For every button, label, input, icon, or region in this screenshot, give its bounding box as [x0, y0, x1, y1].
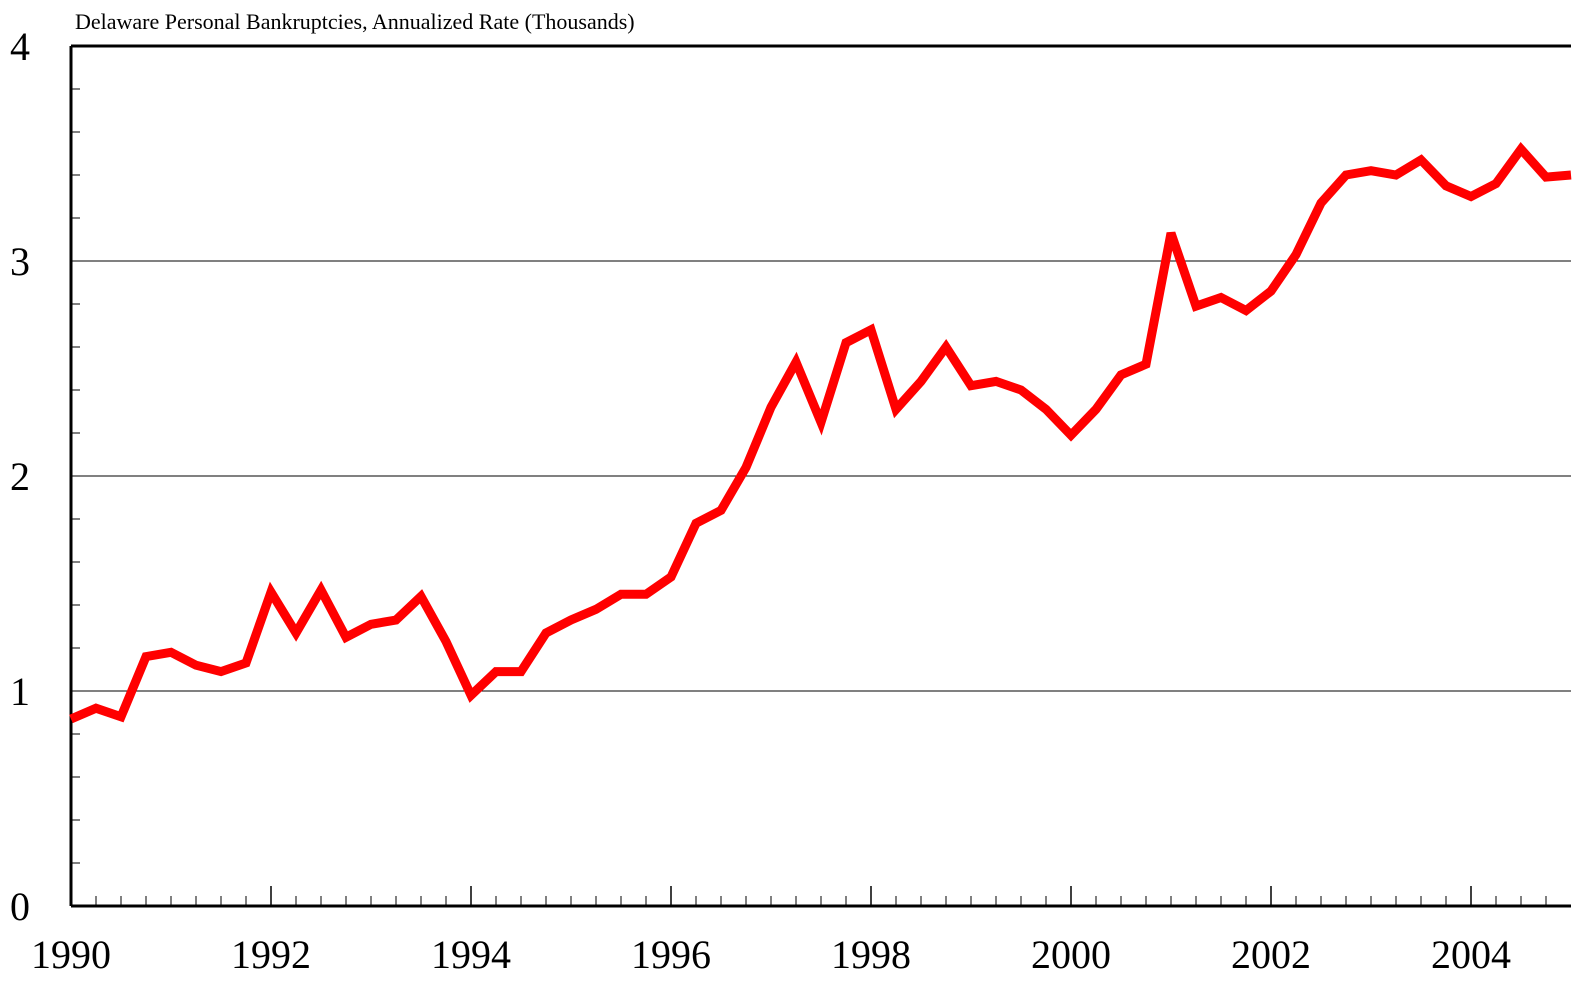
y-tick-label: 2 [10, 454, 30, 499]
x-tick-label: 1998 [831, 932, 911, 977]
y-tick-label: 3 [10, 239, 30, 284]
data-line [69, 142, 1572, 724]
x-tick-label: 2002 [1231, 932, 1311, 977]
y-tick-label: 0 [10, 884, 30, 929]
x-tick-label: 2000 [1031, 932, 1111, 977]
x-tick-label: 1994 [431, 932, 511, 977]
x-tick-label: 1990 [31, 932, 111, 977]
x-tick-label: 1996 [631, 932, 711, 977]
y-tick-label: 1 [10, 669, 30, 714]
chart-title: Delaware Personal Bankruptcies, Annualiz… [75, 9, 635, 34]
x-tick-label: 1992 [231, 932, 311, 977]
x-tick-label: 2004 [1431, 932, 1511, 977]
y-tick-label: 4 [10, 24, 30, 69]
